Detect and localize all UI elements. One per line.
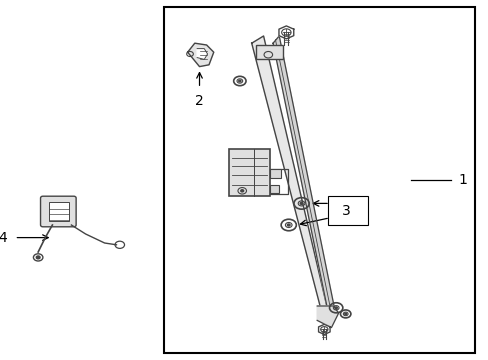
Bar — [322, 332, 325, 339]
Text: 3: 3 — [342, 204, 350, 217]
Polygon shape — [278, 26, 293, 39]
FancyBboxPatch shape — [41, 196, 76, 227]
Polygon shape — [197, 49, 207, 59]
Circle shape — [300, 202, 302, 204]
Circle shape — [344, 313, 346, 315]
Bar — [269, 185, 279, 193]
Polygon shape — [251, 36, 327, 317]
Polygon shape — [272, 36, 334, 317]
Circle shape — [287, 224, 289, 226]
Circle shape — [238, 80, 241, 82]
Bar — [229, 149, 269, 196]
Bar — [48, 202, 68, 221]
Bar — [284, 35, 288, 45]
Bar — [269, 169, 281, 178]
Polygon shape — [317, 306, 338, 328]
Text: 4: 4 — [0, 231, 7, 244]
Polygon shape — [318, 324, 329, 334]
Text: 2: 2 — [195, 94, 203, 108]
Bar — [327, 196, 367, 225]
Text: 1: 1 — [457, 173, 466, 187]
Circle shape — [36, 256, 40, 259]
Bar — [163, 7, 474, 353]
Circle shape — [334, 307, 337, 309]
Circle shape — [240, 190, 243, 192]
Polygon shape — [187, 43, 213, 67]
Bar — [256, 45, 282, 59]
